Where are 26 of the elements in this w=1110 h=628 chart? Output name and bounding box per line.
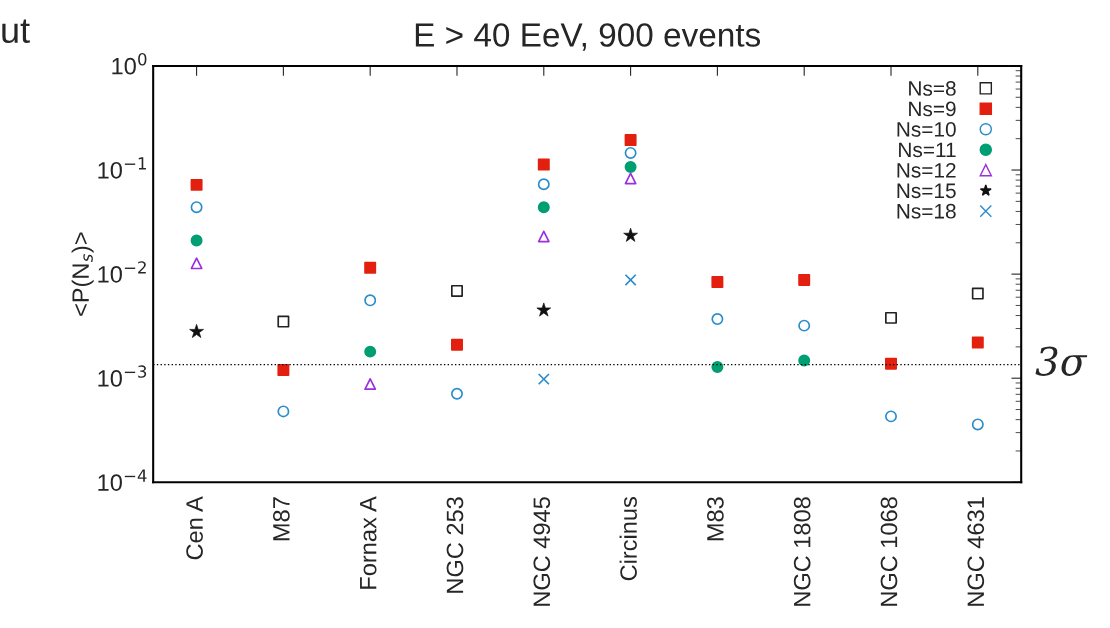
text: ut <box>2 19 30 44</box>
x-tick-label: NGC 4631 <box>967 497 985 606</box>
y-tick-label: 10$^{−2}$ <box>98 261 146 283</box>
legend-label: Ns=10 <box>897 122 956 137</box>
x-tick-label: M83 <box>707 497 724 541</box>
x-tick-label: M87 <box>273 497 290 541</box>
x-tick-label: Cen A <box>186 496 203 560</box>
x-tick-label: NGC 253 <box>446 497 464 593</box>
legend-label: Ns=8 <box>909 81 956 96</box>
x-tick-label: Circinus <box>619 497 637 581</box>
x-tick-label: NGC 1068 <box>880 497 898 606</box>
legend-label: Ns=11 <box>899 142 956 158</box>
y-axis-title: <P(N$_{s}$)> <box>71 232 94 316</box>
y-tick-label: 10$^{0}$ <box>112 53 147 75</box>
legend-label: Ns=9 <box>909 101 956 117</box>
x-tick-label: Fornax A <box>360 496 377 589</box>
y-tick-label: 10$^{−1}$ <box>98 157 146 179</box>
legend-label: Ns=15 <box>897 183 956 199</box>
chart-title: E > 40 EeV, 900 events <box>415 23 761 51</box>
x-tick-label: NGC 1808 <box>793 497 811 606</box>
ref-line-label: 3σ <box>1035 346 1088 376</box>
legend-label: Ns=12 <box>897 162 956 178</box>
legend-label: Ns=18 <box>897 203 956 219</box>
y-tick-label: 10$^{−3}$ <box>98 365 147 387</box>
x-tick-label: NGC 4945 <box>533 497 551 606</box>
y-tick-label: 10$^{−4}$ <box>98 469 147 491</box>
